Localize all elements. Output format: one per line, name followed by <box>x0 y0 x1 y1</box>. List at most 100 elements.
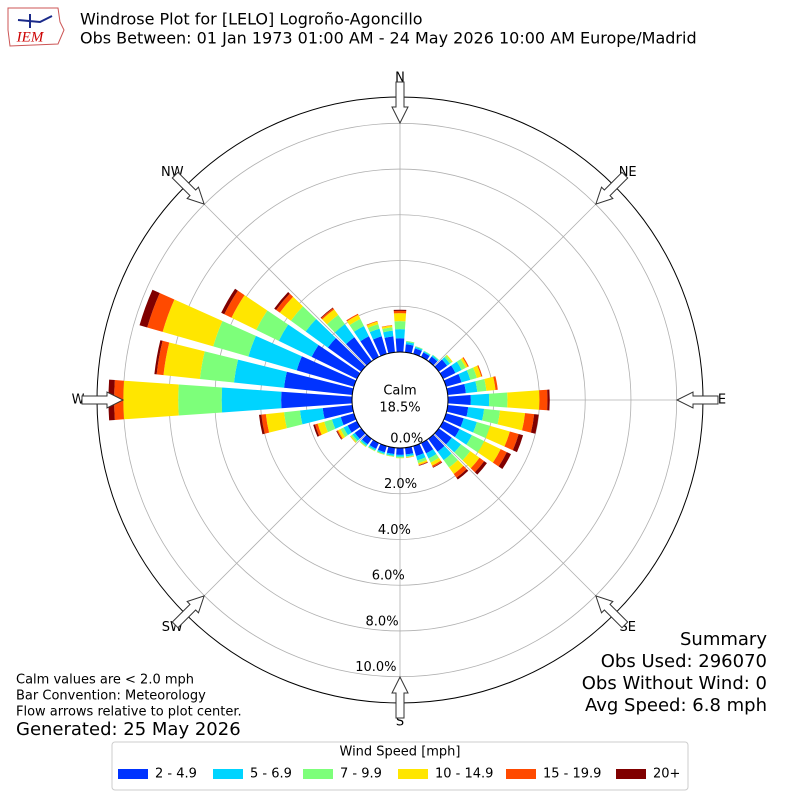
bar-segment <box>221 387 282 413</box>
bar-segment <box>156 340 170 376</box>
bar-segment <box>340 413 357 426</box>
bar-segment <box>454 429 472 445</box>
bar-segment <box>458 370 471 383</box>
bar-segment <box>473 365 482 378</box>
bar-segment <box>406 455 415 458</box>
bar-segment <box>443 373 462 387</box>
arrow-shape <box>391 81 409 125</box>
bar-segment <box>347 421 361 433</box>
bar-segment <box>423 351 431 357</box>
bar-segment <box>428 356 438 366</box>
bar-segment <box>484 376 496 391</box>
bar-segment <box>432 461 443 468</box>
bar-segment <box>324 419 336 433</box>
bar-segment <box>359 440 367 447</box>
flow-arrow <box>171 171 205 205</box>
bar-segment <box>336 430 342 440</box>
bar-segment <box>352 432 360 441</box>
bar-segment <box>366 320 378 326</box>
bar-segment <box>343 425 352 436</box>
arrow-shape <box>595 171 629 205</box>
arrow-shape <box>595 595 629 629</box>
legend-swatch <box>118 769 148 779</box>
bar-segment <box>460 357 468 368</box>
bar-segment <box>418 459 428 465</box>
generated: Generated: 25 May 2026 <box>16 719 241 740</box>
bar-segment <box>213 320 256 357</box>
bar-segment <box>369 328 382 340</box>
legend-swatch <box>616 769 646 779</box>
legend-title: Wind Speed [mph] <box>340 745 461 760</box>
bar-segment <box>426 449 437 459</box>
bar-segment <box>360 439 368 446</box>
summary: Avg Speed: 6.8 mph <box>585 695 767 716</box>
bar-segment <box>470 457 485 473</box>
bar-segment <box>482 408 501 425</box>
flow-arrow <box>391 675 409 719</box>
arrow-shape <box>171 171 205 205</box>
bar-segment <box>334 324 355 345</box>
note: Bar Convention: Meteorology <box>16 689 206 704</box>
bar-segment <box>405 453 414 457</box>
bar-segment <box>416 453 426 461</box>
bar-segment <box>434 359 448 372</box>
bar-segment <box>265 412 287 433</box>
legend-swatch <box>506 769 536 779</box>
flow-arrow <box>675 391 719 409</box>
bar-segment <box>428 454 439 463</box>
bar-segment <box>393 309 407 312</box>
bar-segment <box>464 381 478 394</box>
bar-segment <box>418 461 428 466</box>
summary: Summary <box>680 629 767 650</box>
bar-segment <box>462 451 480 469</box>
bar-segment <box>279 296 303 321</box>
bar-segment <box>432 354 439 361</box>
bar-segment <box>163 342 205 379</box>
bar-segment <box>522 413 535 433</box>
bar-segment <box>224 290 245 318</box>
bar-segment <box>395 456 405 458</box>
bar-segment <box>320 307 334 319</box>
bar-segment <box>396 447 404 455</box>
bar-segment <box>460 418 477 433</box>
bar-segment <box>418 462 428 466</box>
bar-segment <box>305 319 336 348</box>
bar-segment <box>162 299 223 347</box>
bar-segment <box>346 313 359 322</box>
bar-segment <box>322 309 339 325</box>
legend-label: 2 - 4.9 <box>155 767 197 782</box>
bar-segment <box>446 383 466 395</box>
bar-segment <box>350 434 358 443</box>
bar-segment <box>451 361 462 373</box>
calm-circle <box>351 351 449 449</box>
arrow-shape <box>391 675 409 719</box>
bar-segment <box>417 457 427 464</box>
legend-label: 10 - 14.9 <box>435 767 493 782</box>
bar-segment <box>453 465 467 478</box>
bar-segment <box>462 357 469 367</box>
bar-segment <box>512 434 524 453</box>
bar-segment <box>423 350 431 356</box>
bar-segment <box>337 429 346 439</box>
bar-segment <box>477 441 501 463</box>
bar-segment <box>441 357 450 366</box>
flow-arrow <box>171 595 205 629</box>
bar-segment <box>443 413 464 427</box>
spoke <box>433 433 615 615</box>
bar-segment <box>340 427 348 438</box>
bar-segment <box>470 393 490 407</box>
bar-segment <box>386 455 395 457</box>
bar-segment <box>349 318 364 332</box>
bar-segment <box>488 392 508 408</box>
note: Calm values are < 2.0 mph <box>16 673 194 688</box>
legend-swatch <box>213 769 243 779</box>
calm-label: Calm <box>383 384 416 399</box>
bar-segment <box>178 384 223 416</box>
bar-segment <box>386 452 395 456</box>
bar-segment <box>331 417 344 429</box>
arrow-shape <box>675 391 719 409</box>
bar-segment <box>377 449 385 454</box>
bar-segment <box>405 342 415 346</box>
bar-segment <box>383 330 394 338</box>
